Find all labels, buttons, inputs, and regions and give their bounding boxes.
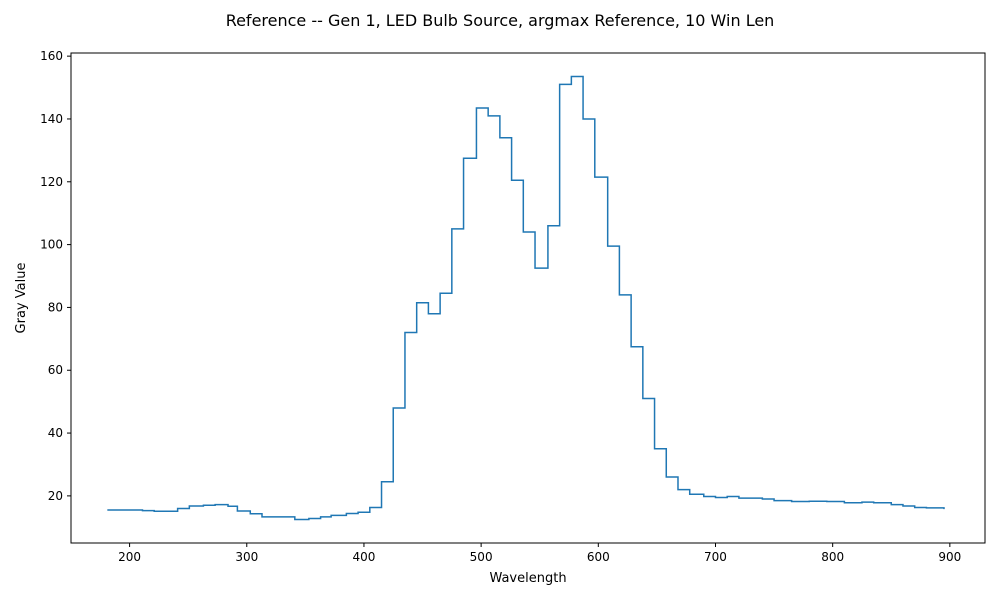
y-tick-label: 100 — [40, 238, 63, 252]
x-tick-label: 200 — [118, 550, 141, 564]
plot-frame — [70, 52, 986, 544]
y-tick-label: 40 — [48, 426, 63, 440]
y-tick-label: 80 — [48, 300, 63, 314]
y-tick-label: 120 — [40, 175, 63, 189]
y-tick-label: 20 — [48, 489, 63, 503]
y-axis: 20 40 60 80 100 120 140 160 — [40, 49, 71, 503]
y-tick-label: 160 — [40, 49, 63, 63]
y-axis-label: Gray Value — [14, 263, 29, 334]
x-tick-label: 900 — [938, 550, 961, 564]
x-tick-label: 700 — [704, 550, 727, 564]
x-tick-label: 800 — [821, 550, 844, 564]
series-line — [107, 75, 945, 521]
plot-area — [107, 75, 945, 521]
y-tick-label: 60 — [48, 363, 63, 377]
x-tick-label: 600 — [587, 550, 610, 564]
x-tick-label: 400 — [352, 550, 375, 564]
y-tick-label: 140 — [40, 112, 63, 126]
x-tick-label: 300 — [235, 550, 258, 564]
x-tick-label: 500 — [470, 550, 493, 564]
chart-title: Reference -- Gen 1, LED Bulb Source, arg… — [226, 11, 775, 30]
x-axis-label: Wavelength — [489, 571, 566, 586]
x-axis: 200 300 400 500 600 700 800 900 — [118, 543, 961, 564]
